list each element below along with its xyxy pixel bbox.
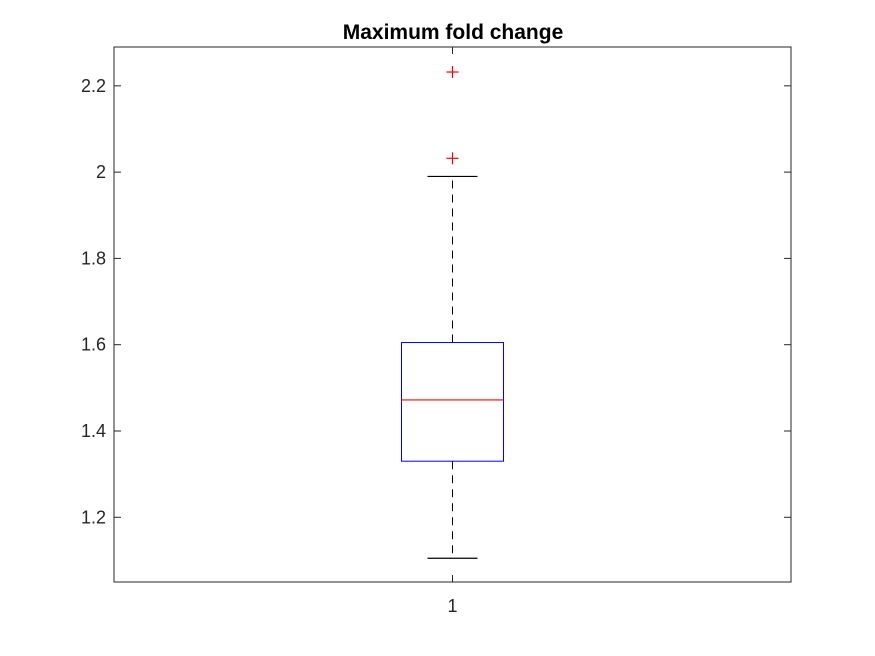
x-tick-label: 1 <box>447 596 457 616</box>
outlier-marker <box>446 152 459 165</box>
y-tick-label: 1.2 <box>81 507 106 527</box>
outlier-marker <box>446 66 459 79</box>
boxes-group <box>401 66 504 559</box>
y-tick-label: 1.6 <box>81 335 106 355</box>
y-tick-label: 1.8 <box>81 248 106 268</box>
y-tick-label: 1.4 <box>81 421 106 441</box>
y-tick-label: 2 <box>96 162 106 182</box>
iqr-box <box>401 342 504 462</box>
box-group <box>401 66 504 559</box>
x-axis: 1 <box>447 47 458 616</box>
y-axis: 1.2 1.4 1.6 1.8 2 2.2 <box>81 76 791 527</box>
chart-title: Maximum fold change <box>343 21 564 44</box>
y-tick-label: 2.2 <box>81 76 106 96</box>
